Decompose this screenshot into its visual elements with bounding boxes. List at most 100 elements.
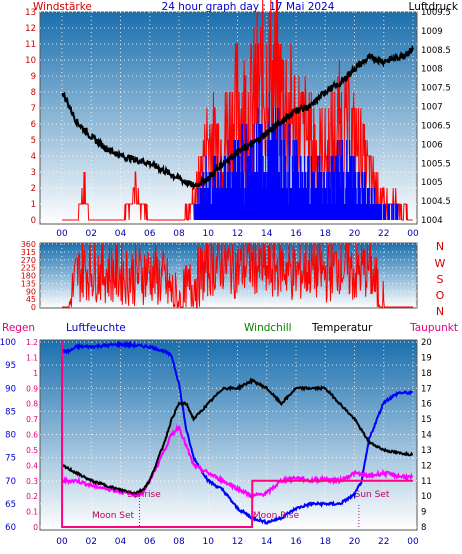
moon-set-label: Moon Set [92, 511, 135, 521]
direction-tick-label: 45 [26, 295, 36, 304]
rain-tick-label: 0.1 [26, 508, 38, 517]
y-right-tick-label: 1005.5 [421, 159, 451, 169]
direction-tick-label: 270 [21, 256, 36, 265]
temperature-line [61, 377, 414, 495]
temperature-tick-label: 15 [421, 415, 432, 425]
x-tick-label-top: 16 [290, 229, 302, 239]
pressure-line [61, 44, 414, 191]
x-tick-label-bottom: 14 [261, 537, 273, 547]
direction-tick-label: 360 [21, 240, 36, 249]
compass-w: W [435, 257, 446, 270]
legend-temperatur: Temperatur [311, 322, 373, 334]
y-right-tick-label: 1004 [421, 216, 443, 226]
y-right-tick-label: 1007 [421, 103, 443, 113]
sunrise-label: Sunrise [127, 490, 161, 500]
x-tick-label-top: 08 [173, 229, 185, 239]
temperature-tick-label: 17 [421, 384, 432, 394]
x-tick-label-top: 18 [320, 229, 332, 239]
x-tick-label-bottom: 12 [232, 537, 243, 547]
x-tick-label-bottom: 18 [320, 537, 332, 547]
y-left-tick-label: 2 [31, 184, 36, 194]
humidity-tick-label: 100 [0, 338, 16, 348]
x-tick-label-bottom: 04 [115, 537, 127, 547]
rain-tick-label: 1.1 [26, 353, 38, 362]
x-tick-label-top: 22 [378, 229, 389, 239]
rain-tick-label: 0.6 [26, 431, 38, 440]
x-tick-label-top: 00 [56, 229, 68, 239]
x-tick-label-top: 00 [407, 229, 419, 239]
rain-tick-label: 0.3 [26, 477, 38, 486]
x-tick-label-bottom: 00 [56, 537, 68, 547]
temperature-tick-label: 9 [421, 508, 426, 518]
rain-line [61, 341, 413, 528]
rain-tick-label: 1.2 [26, 338, 38, 347]
rain-tick-label: 0.2 [26, 492, 38, 501]
y-left-tick-label: 3 [31, 168, 36, 178]
legend-taupunkt: Taupunkt [409, 322, 458, 334]
temperature-tick-label: 16 [421, 400, 432, 410]
humidity-tick-label: 95 [5, 361, 16, 371]
direction-tick-label: 315 [21, 248, 36, 257]
rain-tick-label: 1 [33, 369, 38, 378]
y-right-tick-label: 1009.5 [421, 8, 451, 18]
y-left-tick-label: 10 [25, 56, 36, 66]
y-right-tick-label: 1007.5 [421, 84, 451, 94]
direction-tick-label: 0 [31, 303, 36, 312]
x-tick-label-top: 10 [203, 229, 215, 239]
compass-n-top: N [436, 240, 444, 253]
y-right-tick-label: 1008 [421, 65, 443, 75]
x-tick-label-bottom: 20 [349, 537, 361, 547]
legend-windchill: Windchill [244, 322, 292, 334]
temperature-tick-label: 19 [421, 353, 432, 363]
moon-rise-label: Moon Rise [253, 511, 300, 521]
x-tick-label-top: 04 [115, 229, 127, 239]
humidity-tick-label: 85 [5, 407, 16, 417]
compass-s: S [437, 273, 444, 286]
x-tick-label-top: 06 [144, 229, 156, 239]
windstarke-label: Windstärke [33, 1, 92, 13]
x-tick-label-bottom: 00 [407, 537, 419, 547]
y-right-tick-label: 1008.5 [421, 46, 451, 56]
wind-gust-bars [194, 92, 399, 220]
temperature-tick-label: 12 [421, 461, 432, 471]
x-tick-label-top: 02 [86, 229, 97, 239]
y-left-tick-label: 0 [31, 216, 36, 226]
y-right-tick-label: 1006 [421, 140, 443, 150]
humidity-line [61, 340, 414, 525]
rain-tick-label: 0.8 [26, 400, 38, 409]
temperature-tick-label: 11 [421, 477, 432, 487]
y-left-tick-label: 11 [25, 40, 36, 50]
y-right-tick-label: 1009 [421, 27, 443, 37]
y-left-tick-label: 6 [31, 120, 36, 130]
x-tick-label-bottom: 10 [203, 537, 215, 547]
y-left-tick-label: 7 [31, 104, 36, 114]
humidity-tick-label: 65 [5, 500, 16, 510]
direction-tick-label: 225 [21, 264, 36, 273]
rain-tick-label: 0.7 [26, 415, 38, 424]
temperature-tick-label: 10 [421, 492, 432, 502]
x-tick-label-bottom: 16 [290, 537, 302, 547]
compass-n-bottom: N [436, 305, 444, 318]
humidity-tick-label: 90 [5, 384, 16, 394]
x-tick-label-bottom: 06 [144, 537, 156, 547]
x-tick-label-top: 12 [232, 229, 243, 239]
temperature-tick-label: 13 [421, 446, 432, 456]
rain-tick-label: 0.9 [26, 384, 38, 393]
y-left-tick-label: 8 [31, 88, 36, 98]
y-left-tick-label: 1 [31, 200, 36, 210]
chart-title: 24 hour graph day : 17 Mai 2024 [162, 1, 335, 13]
y-left-tick-label: 9 [31, 72, 36, 82]
temperature-tick-label: 8 [421, 523, 426, 533]
y-right-tick-label: 1004.5 [421, 197, 451, 207]
luftdruck-label: Luftdruck [409, 1, 459, 13]
legend-regen: Regen [2, 322, 35, 334]
humidity-tick-label: 80 [5, 431, 16, 441]
y-left-tick-label: 5 [31, 136, 36, 146]
temperature-tick-label: 14 [421, 431, 432, 441]
humidity-tick-label: 70 [5, 477, 16, 487]
rain-tick-label: 0.4 [26, 461, 38, 470]
temperature-tick-label: 20 [421, 338, 432, 348]
y-left-tick-label: 13 [25, 8, 36, 18]
